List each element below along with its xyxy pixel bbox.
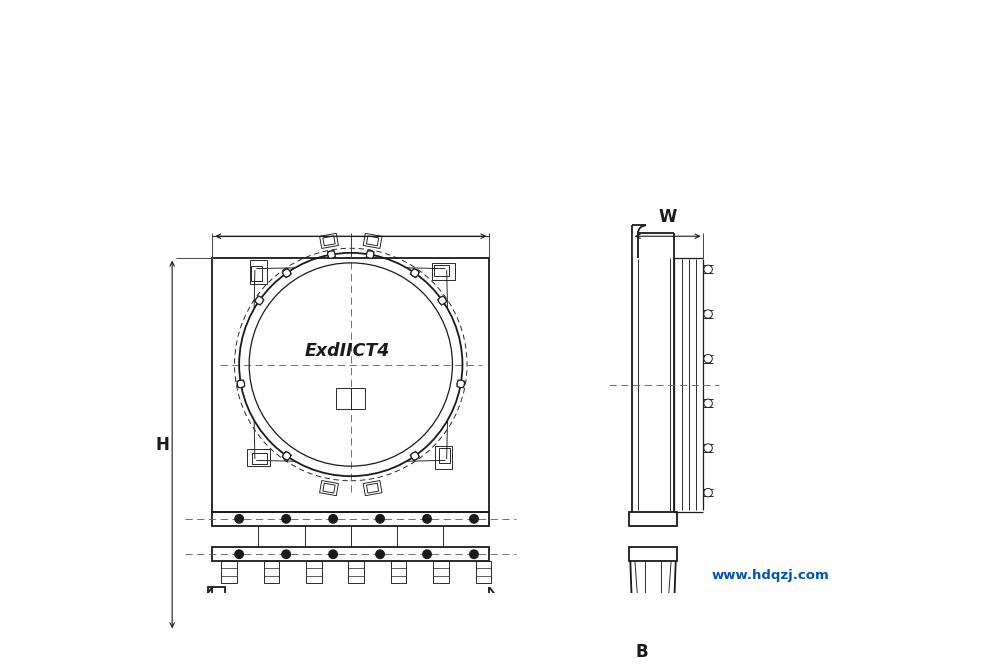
Circle shape: [237, 380, 245, 388]
Bar: [363, 233, 382, 248]
Bar: [348, 561, 364, 583]
Bar: [366, 236, 379, 246]
Text: ExdIICT4: ExdIICT4: [304, 342, 390, 360]
Circle shape: [282, 515, 290, 523]
Circle shape: [470, 515, 478, 523]
Bar: [432, 264, 455, 280]
Bar: [629, 547, 677, 561]
Circle shape: [470, 550, 478, 559]
Bar: [255, 296, 264, 305]
Circle shape: [704, 399, 712, 408]
Bar: [433, 561, 449, 583]
Bar: [282, 268, 292, 278]
Bar: [434, 265, 449, 276]
Circle shape: [411, 452, 419, 460]
Circle shape: [283, 452, 291, 460]
Circle shape: [366, 250, 374, 258]
Bar: [439, 448, 450, 463]
Text: H: H: [155, 436, 169, 454]
Circle shape: [457, 380, 465, 388]
Circle shape: [704, 444, 712, 452]
Bar: [250, 260, 267, 284]
Circle shape: [411, 269, 419, 277]
Bar: [282, 451, 292, 461]
Circle shape: [704, 488, 712, 497]
Bar: [208, 587, 225, 622]
Bar: [320, 481, 338, 496]
Bar: [629, 512, 677, 525]
Circle shape: [704, 265, 712, 274]
Bar: [221, 561, 237, 583]
Circle shape: [376, 515, 384, 523]
Text: 4-Φ: 4-Φ: [0, 665, 1, 666]
Bar: [366, 250, 374, 258]
Circle shape: [438, 296, 446, 304]
Bar: [264, 561, 279, 583]
Bar: [212, 547, 489, 561]
Bar: [323, 236, 335, 246]
Bar: [320, 233, 338, 248]
Bar: [212, 512, 489, 525]
Text: www.hdqzj.com: www.hdqzj.com: [712, 569, 829, 582]
Bar: [336, 388, 365, 409]
Bar: [410, 451, 420, 461]
Bar: [435, 446, 452, 469]
Circle shape: [255, 296, 263, 304]
Circle shape: [328, 250, 335, 258]
Bar: [251, 266, 262, 281]
Bar: [212, 258, 489, 512]
Text: W: W: [658, 208, 677, 226]
Circle shape: [235, 550, 243, 559]
Bar: [306, 561, 322, 583]
Circle shape: [376, 550, 384, 559]
Bar: [391, 561, 406, 583]
Bar: [437, 296, 447, 305]
Circle shape: [704, 354, 712, 363]
Bar: [476, 561, 491, 583]
Bar: [457, 380, 465, 388]
Circle shape: [329, 515, 337, 523]
Bar: [247, 449, 270, 466]
Circle shape: [235, 515, 243, 523]
Circle shape: [704, 310, 712, 318]
Circle shape: [283, 269, 291, 277]
Bar: [252, 453, 267, 464]
Circle shape: [423, 550, 431, 559]
Bar: [366, 484, 379, 493]
Bar: [363, 481, 382, 496]
Circle shape: [329, 550, 337, 559]
Text: B: B: [635, 643, 648, 661]
Bar: [323, 484, 335, 493]
Bar: [410, 268, 420, 278]
Circle shape: [423, 515, 431, 523]
Bar: [623, 603, 683, 617]
Bar: [327, 250, 335, 258]
Circle shape: [282, 550, 290, 559]
Bar: [237, 380, 245, 388]
